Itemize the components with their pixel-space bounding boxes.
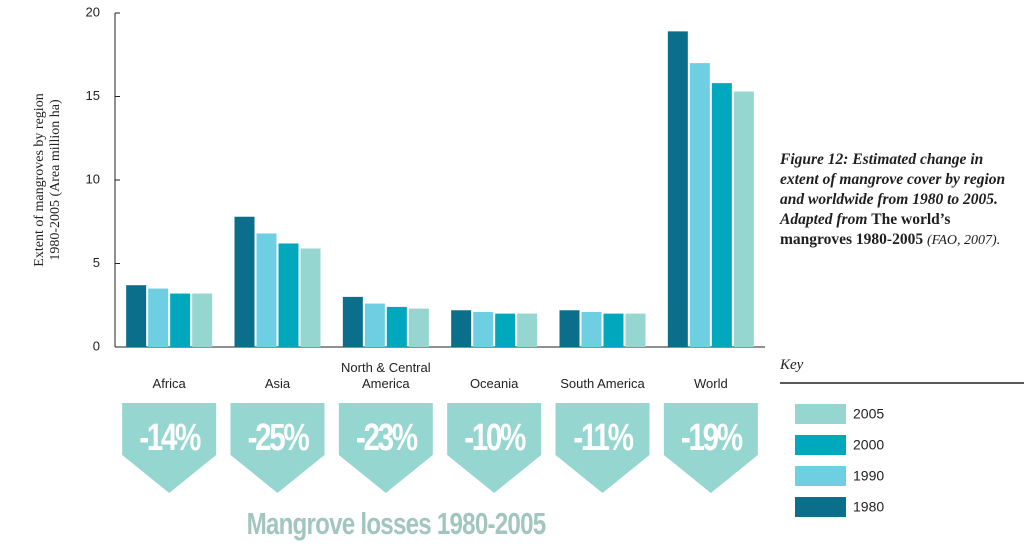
x-tick-label: South America	[560, 376, 645, 391]
legend-swatch	[795, 404, 846, 424]
legend-label: 2005	[853, 406, 884, 422]
legend-label: 1980	[853, 499, 884, 515]
legend-swatch	[795, 435, 846, 455]
losses-title: Mangrove losses 1980-2005	[247, 506, 546, 541]
loss-label: -23%	[356, 417, 418, 459]
y-axis-label: 1980-2005 (Area million ha)	[48, 99, 63, 261]
y-tick-label: 15	[86, 88, 100, 103]
bar	[386, 306, 407, 347]
bar	[126, 285, 147, 347]
loss-label: -25%	[248, 417, 310, 459]
bar	[192, 293, 213, 347]
caption: Figure 12: Estimated change in extent of…	[780, 150, 1024, 251]
caption-text: Figure 12: Estimated change in extent of…	[780, 151, 1006, 208]
bar	[234, 216, 255, 347]
x-tick-label: World	[693, 376, 728, 391]
bar	[667, 31, 688, 348]
caption-text: The world’s mangroves 1980-2005	[780, 211, 951, 248]
x-tick-label: North & Central America	[341, 360, 431, 391]
legend-label: 2000	[853, 437, 884, 453]
loss-label: -10%	[464, 417, 526, 459]
loss-badge	[338, 403, 433, 493]
bar	[495, 313, 516, 347]
legend-swatch	[795, 497, 846, 517]
bar	[625, 313, 646, 347]
bar	[581, 311, 602, 347]
loss-badge	[122, 403, 217, 493]
loss-badge	[555, 403, 650, 493]
bar	[148, 288, 169, 347]
caption-text: (FAO, 2007).	[926, 233, 1001, 248]
loss-badge	[447, 403, 542, 493]
bar	[473, 311, 494, 347]
bar	[342, 296, 363, 347]
bar	[451, 310, 472, 347]
x-tick-label: Africa	[152, 376, 186, 391]
bar	[603, 313, 624, 347]
bar	[170, 293, 191, 347]
loss-label: -11%	[573, 417, 633, 459]
y-tick-label: 20	[86, 4, 100, 19]
loss-label: -19%	[681, 417, 743, 459]
legend-swatch	[795, 466, 846, 486]
bar	[278, 243, 299, 347]
bar	[711, 83, 732, 347]
bar	[300, 248, 321, 347]
y-axis-label: Extent of mangroves by region	[32, 93, 47, 266]
loss-badge	[230, 403, 325, 493]
bar	[408, 308, 429, 347]
y-tick-label: 10	[86, 171, 100, 186]
bar	[689, 63, 710, 347]
bar	[559, 310, 580, 347]
y-tick-label: 5	[93, 255, 100, 270]
bar	[517, 313, 538, 347]
bar	[364, 303, 385, 347]
caption-text: Adapted from	[780, 211, 868, 228]
bar	[256, 233, 277, 347]
loss-badge	[663, 403, 758, 493]
legend-label: 1990	[853, 468, 884, 484]
loss-label: -14%	[139, 417, 201, 459]
y-tick-label: 0	[93, 338, 100, 353]
x-tick-label: Asia	[264, 376, 291, 391]
x-tick-label: Oceania	[469, 376, 519, 391]
legend-title: Key	[780, 357, 804, 373]
bar	[733, 91, 754, 348]
